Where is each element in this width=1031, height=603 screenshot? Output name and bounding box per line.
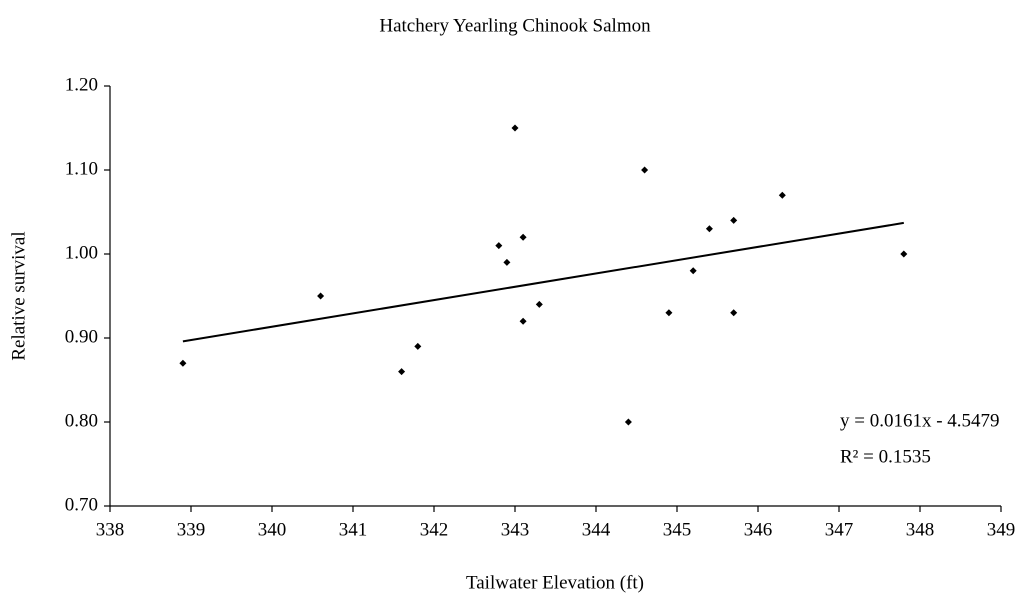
chart-title: Hatchery Yearling Chinook Salmon [379,15,651,36]
x-tick-label: 347 [825,519,854,540]
data-point [398,368,406,376]
data-point [778,191,786,199]
data-point [519,317,527,325]
data-point [179,359,187,367]
x-axis-label: Tailwater Elevation (ft) [466,572,644,593]
x-tick-label: 348 [906,519,935,540]
data-point [689,267,697,275]
x-tick-label: 345 [663,519,692,540]
data-point [511,124,519,132]
y-tick-label: 1.20 [65,74,98,95]
data-point [705,225,713,233]
y-axis-label: Relative survival [8,231,29,360]
x-tick-label: 349 [987,519,1016,540]
data-point [414,342,422,350]
data-point [624,418,632,426]
data-point [641,166,649,174]
data-point [730,309,738,317]
y-tick-label: 1.10 [65,158,98,179]
data-point [900,250,908,258]
x-tick-label: 338 [96,519,125,540]
data-point [665,309,673,317]
x-tick-label: 342 [420,519,449,540]
data-point [730,216,738,224]
trendline [182,221,904,343]
data-point [503,258,511,266]
equation-label: y = 0.0161x - 4.5479 [840,410,1000,431]
data-point [535,300,543,308]
y-tick-label: 0.70 [65,494,98,515]
x-tick-label: 346 [744,519,773,540]
x-tick-label: 343 [501,519,530,540]
x-tick-label: 344 [582,519,611,540]
x-tick-label: 340 [258,519,287,540]
y-tick-label: 0.80 [65,410,98,431]
y-tick-label: 1.00 [65,242,98,263]
data-point [317,292,325,300]
x-tick-label: 341 [339,519,368,540]
y-tick-label: 0.90 [65,326,98,347]
r-squared-label: R² = 0.1535 [840,446,931,467]
data-point [495,242,503,250]
x-tick-label: 339 [177,519,206,540]
data-point [519,233,527,241]
